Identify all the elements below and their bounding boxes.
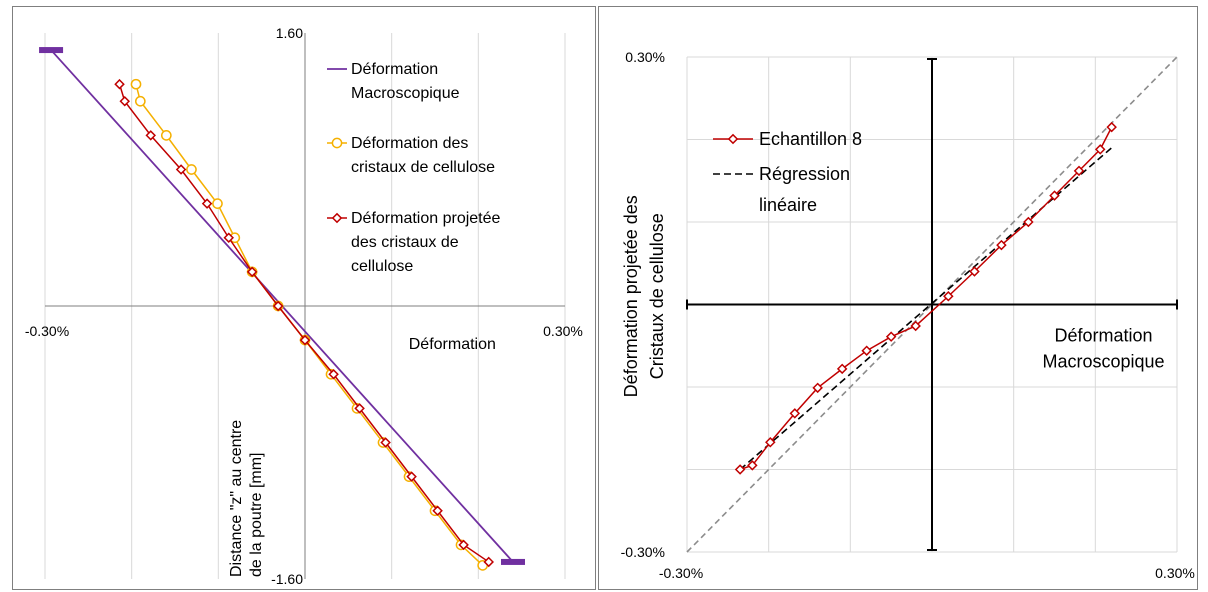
legend-cristaux-label-line: cristaux de cellulose: [351, 159, 495, 176]
y-axis-title-line: Cristaux de cellulose: [647, 213, 667, 379]
echantillon-point: [1106, 121, 1117, 133]
projetee-point: [458, 539, 469, 551]
projetee-point: [406, 471, 417, 482]
cristaux-point: [160, 130, 172, 141]
projetee-point: [114, 78, 125, 90]
x-tick-label: 0.30%: [1155, 565, 1195, 581]
echantillon-point: [969, 266, 980, 277]
y-tick-label: -0.30%: [621, 544, 665, 560]
projetee-point: [432, 505, 443, 517]
echantillon-point: [765, 437, 776, 448]
echantillon-point: [861, 345, 872, 356]
legend-regression-label: Régression linéaire: [759, 164, 850, 215]
cristaux-point: [186, 164, 197, 175]
projetee-point: [201, 198, 213, 209]
projetee-point: [246, 266, 258, 278]
x-axis-title: Déformation: [409, 336, 496, 353]
echantillon-point: [747, 460, 758, 471]
projetee-point: [119, 95, 130, 107]
legend-macro-label: Déformation Macroscopique: [351, 61, 460, 102]
legend-projetee-marker: [331, 212, 343, 224]
macro-end-cap: [39, 47, 64, 54]
legend-macro-label-line: Macroscopique: [351, 85, 460, 102]
legend-cristaux-label: Déformation des cristaux de cellulose: [351, 135, 495, 176]
projetee-point: [223, 232, 234, 244]
echantillon-point: [1094, 144, 1106, 155]
echantillon-point: [910, 320, 921, 332]
echantillon-point: [996, 239, 1007, 251]
legend-cristaux-marker: [331, 137, 343, 149]
echantillon-point: [812, 382, 823, 394]
legend-projetee-label-line: Déformation projetée: [351, 210, 501, 227]
legend-projetee-label: Déformation projetée des cristaux de cellu…: [351, 210, 501, 275]
y-axis-title-line: Distance "z" au centre: [228, 420, 245, 577]
legend-regression-label-line: Régression: [759, 164, 850, 184]
legend-regression-label-line: linéaire: [759, 195, 817, 215]
x-axis-title-line: Déformation: [1054, 326, 1152, 346]
cristaux-point: [134, 95, 146, 107]
y-axis-title: Déformation projetée des Cristaux de cell…: [621, 195, 667, 397]
chart-panel-right: 0.30% -0.30% -0.30% 0.30% Déformation Macrosc…: [598, 6, 1198, 590]
cristaux-point: [212, 198, 223, 209]
x-tick-label: 0.30%: [543, 323, 583, 339]
y-tick-label: 1.60: [276, 25, 303, 41]
y-axis-title: Distance "z" au centre de la poutre [mm]: [228, 420, 265, 577]
y-axis-title-line: Déformation projetée des: [621, 195, 641, 397]
projetee-point: [354, 403, 365, 414]
projetee-series-line: [118, 83, 490, 563]
projetee-point: [483, 556, 494, 568]
chart-panel-left: 1.60 -1.60 -0.30% 0.30% Déformation Distance …: [12, 6, 596, 590]
x-axis-title: Déformation Macroscopique: [1042, 326, 1164, 372]
echantillon-point: [789, 408, 801, 419]
legend-macro-label-line: Déformation: [351, 61, 438, 78]
depth-strain-chart: 1.60 -1.60 -0.30% 0.30% Déformation Distance …: [25, 25, 583, 587]
echantillon-point: [1073, 165, 1085, 177]
x-axis-title-line: Macroscopique: [1042, 352, 1164, 372]
y-axis-title-line: de la poutre [mm]: [248, 453, 265, 578]
echantillon-point: [1023, 216, 1034, 228]
y-tick-label: 0.30%: [625, 49, 665, 65]
identity-line: [686, 56, 1178, 553]
legend-cristaux-label-line: Déformation des: [351, 135, 468, 152]
legend-echantillon-marker: [727, 133, 739, 145]
x-tick-label: -0.30%: [25, 323, 69, 339]
strain-correlation-chart: 0.30% -0.30% -0.30% 0.30% Déformation Macrosc…: [621, 49, 1195, 581]
echantillon-point: [885, 331, 897, 342]
macro-end-cap: [501, 558, 525, 565]
legend-projetee-label-line: cellulose: [351, 258, 413, 275]
projetee-point: [299, 334, 311, 346]
legend-echantillon-label: Echantillon 8: [759, 129, 862, 149]
projetee-point: [380, 437, 391, 448]
echantillon-point: [734, 464, 746, 475]
projetee-point: [272, 300, 284, 312]
echantillon-point: [836, 363, 848, 375]
projetee-point: [175, 164, 187, 175]
x-tick-label: -0.30%: [659, 565, 703, 581]
projetee-point: [145, 130, 156, 141]
legend-projetee-label-line: des cristaux de: [351, 234, 459, 251]
echantillon-point: [1049, 190, 1060, 201]
y-tick-label: -1.60: [271, 571, 303, 587]
cristaux-point: [130, 78, 142, 90]
echantillon-point: [943, 290, 954, 302]
projetee-point: [328, 368, 339, 380]
cristaux-series-line: [135, 84, 484, 566]
